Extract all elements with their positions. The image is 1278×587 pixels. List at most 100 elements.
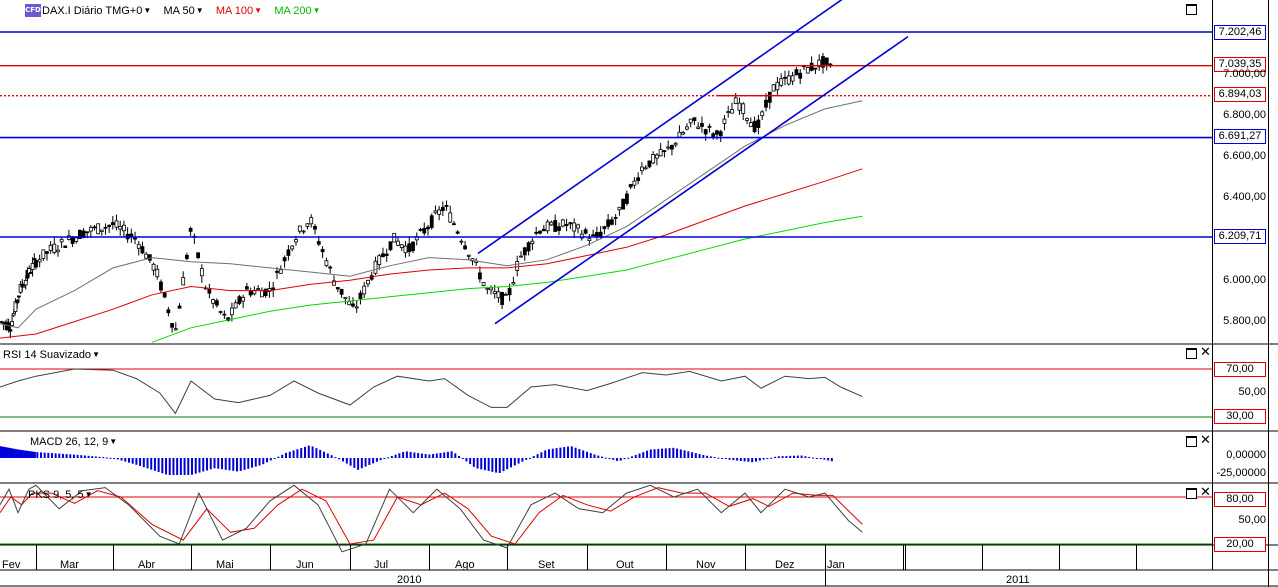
candle-body: [229, 307, 234, 316]
macd-bar: [8, 447, 11, 458]
indicator-lines: [0, 100, 863, 553]
macd-bar: [424, 454, 427, 458]
chevron-down-icon: ▼: [312, 6, 321, 15]
macd-bar: [713, 457, 716, 459]
candle-body: [354, 306, 359, 309]
macd-bar: [224, 458, 227, 470]
macd-bar: [793, 455, 795, 458]
channel-upper-line: [477, 0, 843, 255]
rsi-close-icon[interactable]: ✕: [1200, 345, 1211, 360]
rsi-line: [0, 368, 863, 415]
macd-bar: [6, 447, 9, 458]
candle-body: [324, 260, 329, 266]
macd-bar: [266, 458, 269, 463]
macd-bar: [120, 458, 123, 461]
macd-bar: [76, 454, 79, 458]
candle-body: [752, 120, 757, 133]
macd-bar: [758, 458, 761, 461]
pks-close-icon[interactable]: ✕: [1200, 485, 1211, 500]
macd-bar: [127, 458, 130, 463]
candle-body: [606, 219, 611, 227]
macd-tick-label: -25,00000: [1216, 467, 1266, 479]
macd-bar: [349, 458, 352, 466]
macd-bar: [40, 452, 43, 458]
candle-body: [492, 290, 497, 294]
candle-body: [794, 69, 799, 76]
candle-body: [63, 245, 68, 249]
macd-bar: [517, 458, 520, 464]
candle-body: [11, 313, 16, 316]
macd-bar: [72, 454, 75, 458]
macd-bar: [823, 458, 826, 460]
rsi-maximize-icon[interactable]: [1186, 348, 1197, 359]
ma50-selector[interactable]: MA 50▼: [164, 5, 204, 17]
macd-bar: [687, 451, 690, 458]
candle-body: [640, 166, 644, 172]
candle-body: [403, 245, 408, 254]
chevron-down-icon: ▼: [254, 6, 263, 15]
macd-bar: [770, 457, 773, 459]
macd-bar: [800, 455, 803, 458]
candle-body: [779, 78, 784, 86]
pks-selector[interactable]: PKS 9, 5, 5▼: [28, 488, 93, 502]
candle-body: [643, 167, 648, 170]
candle-body: [0, 321, 4, 323]
candle-body: [211, 299, 216, 304]
symbol-selector[interactable]: DAX.I Diário TMG+0▼: [42, 5, 151, 17]
grid-lines: [0, 368, 1212, 545]
macd-bar: [567, 446, 569, 458]
candle-body: [377, 255, 382, 265]
candle-body: [685, 126, 689, 130]
candle-body: [294, 239, 298, 243]
candle-body: [771, 84, 776, 92]
ma200-selector[interactable]: MA 200▼: [274, 5, 320, 17]
maximize-icon[interactable]: [1186, 4, 1197, 15]
macd-bar: [330, 455, 333, 458]
macd-maximize-icon[interactable]: [1186, 436, 1197, 447]
macd-bar: [487, 458, 490, 472]
candle-body: [786, 75, 791, 85]
candle-body: [328, 266, 333, 269]
candle-body: [260, 290, 264, 298]
rsi-upper-box: 70,00: [1214, 362, 1266, 377]
macd-bar: [446, 451, 449, 458]
macd-bar: [417, 453, 420, 458]
candle-body: [188, 227, 193, 232]
candle-body: [737, 102, 742, 111]
ma100-selector[interactable]: MA 100▼: [216, 5, 262, 17]
macd-bar: [559, 447, 562, 458]
macd-bar: [709, 456, 712, 458]
macd-bar: [243, 458, 246, 470]
macd-bar: [50, 453, 53, 458]
candle-body: [613, 217, 618, 219]
macd-bar: [0, 446, 2, 458]
pks-maximize-icon[interactable]: [1186, 488, 1197, 499]
macd-bar: [819, 458, 822, 459]
candle-body: [114, 220, 119, 228]
macd-bar: [33, 451, 36, 458]
candle-body: [813, 67, 818, 70]
candle-body: [655, 154, 659, 159]
month-label: Jan: [827, 559, 845, 571]
candle-body: [433, 210, 438, 214]
macd-bar: [54, 453, 57, 458]
macd-bar: [498, 458, 501, 474]
candle-body: [396, 240, 400, 246]
macd-bar: [142, 458, 145, 468]
macd-close-icon[interactable]: ✕: [1200, 433, 1211, 448]
candle-body: [118, 226, 123, 230]
chevron-down-icon: ▼: [195, 6, 204, 15]
rsi-selector[interactable]: RSI 14 Suavizado▼: [3, 348, 100, 362]
macd-bar: [774, 456, 776, 458]
macd-bar: [698, 454, 701, 458]
macd-bar: [465, 458, 468, 462]
macd-bar: [262, 458, 265, 465]
macd-bar: [739, 458, 742, 461]
macd-bar: [661, 448, 664, 458]
macd-bar: [372, 458, 375, 464]
ma200-line: [151, 215, 863, 343]
candle-body: [444, 205, 449, 207]
macd-selector[interactable]: MACD 26, 12, 9▼: [30, 435, 117, 449]
price-tick-label: 5.800,00: [1223, 315, 1266, 327]
